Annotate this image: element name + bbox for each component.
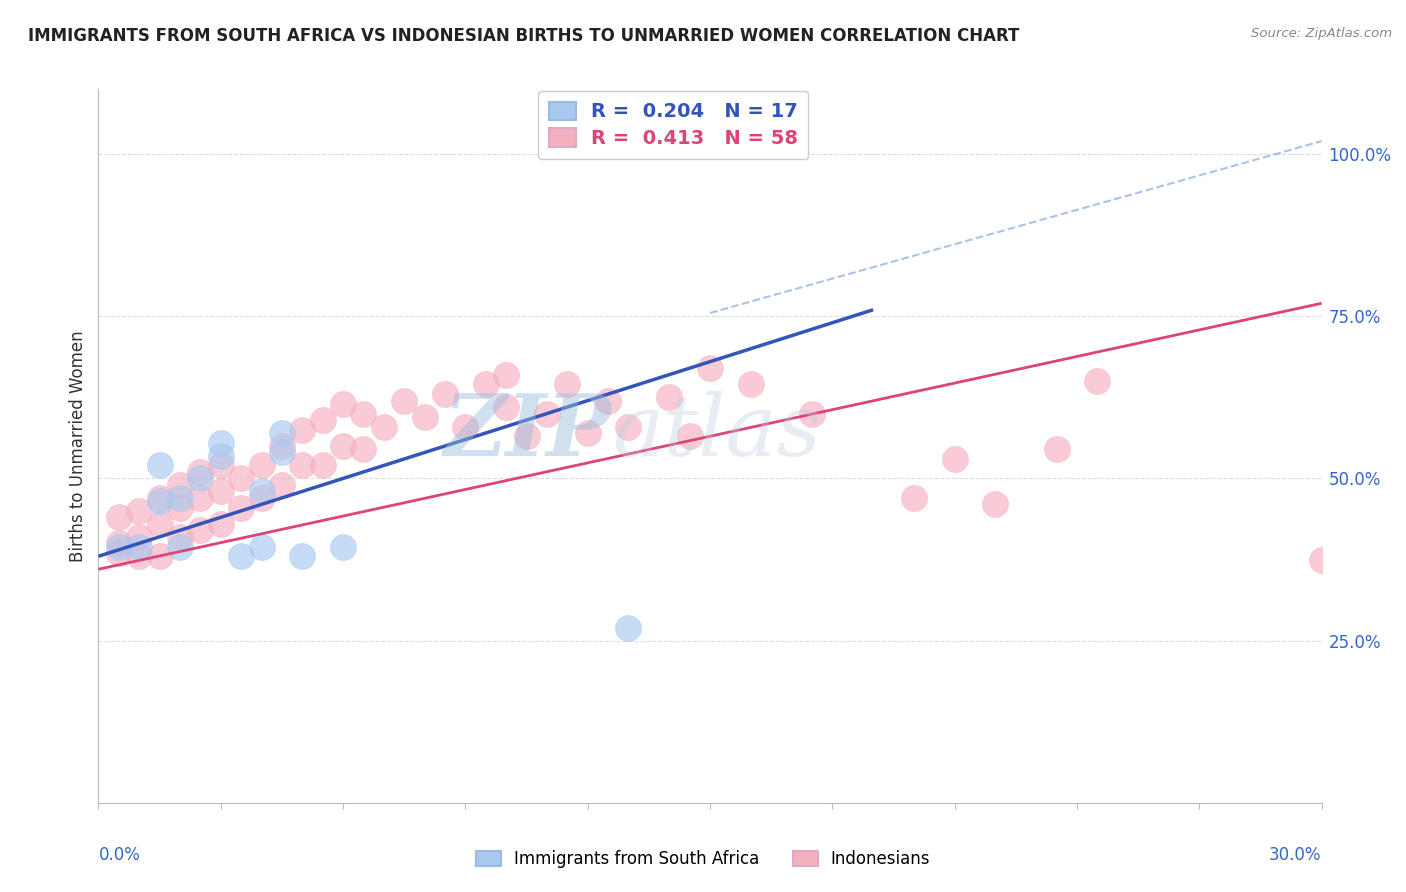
Point	[169, 540, 191, 554]
Point	[128, 530, 150, 544]
Point	[495, 400, 517, 414]
Point	[598, 393, 620, 408]
Point	[270, 439, 294, 453]
Point	[270, 478, 294, 492]
Point	[516, 429, 538, 443]
Point	[699, 361, 721, 376]
Point	[169, 478, 191, 492]
Point	[740, 377, 762, 392]
Y-axis label: Births to Unmarried Women: Births to Unmarried Women	[69, 330, 87, 562]
Point	[617, 621, 640, 635]
Point	[149, 491, 172, 505]
Point	[231, 471, 253, 485]
Text: Source: ZipAtlas.com: Source: ZipAtlas.com	[1251, 27, 1392, 40]
Point	[1085, 374, 1108, 388]
Point	[291, 458, 314, 473]
Point	[474, 377, 498, 392]
Point	[1310, 552, 1333, 566]
Point	[984, 497, 1007, 511]
Point	[454, 419, 477, 434]
Point	[188, 524, 212, 538]
Point	[169, 500, 191, 515]
Point	[128, 540, 150, 554]
Point	[270, 445, 294, 459]
Point	[373, 419, 395, 434]
Point	[108, 536, 131, 550]
Point	[270, 425, 294, 440]
Point	[943, 452, 966, 467]
Point	[250, 540, 273, 554]
Point	[108, 510, 131, 524]
Point	[209, 449, 232, 463]
Point	[108, 540, 131, 554]
Point	[209, 516, 232, 531]
Point	[312, 458, 335, 473]
Point	[332, 439, 354, 453]
Point	[250, 484, 273, 499]
Point	[188, 471, 212, 485]
Point	[576, 425, 599, 440]
Point	[392, 393, 416, 408]
Point	[128, 549, 150, 564]
Point	[108, 546, 131, 560]
Point	[536, 407, 558, 421]
Point	[231, 500, 253, 515]
Point	[250, 491, 273, 505]
Point	[434, 387, 457, 401]
Text: 30.0%: 30.0%	[1270, 846, 1322, 863]
Point	[617, 419, 640, 434]
Point	[679, 429, 702, 443]
Text: IMMIGRANTS FROM SOUTH AFRICA VS INDONESIAN BIRTHS TO UNMARRIED WOMEN CORRELATION: IMMIGRANTS FROM SOUTH AFRICA VS INDONESI…	[28, 27, 1019, 45]
Point	[149, 494, 172, 508]
Point	[413, 409, 436, 424]
Point	[128, 504, 150, 518]
Point	[291, 423, 314, 437]
Point	[557, 377, 579, 392]
Text: ZIP: ZIP	[444, 390, 612, 474]
Point	[188, 491, 212, 505]
Point	[149, 458, 172, 473]
Point	[658, 390, 681, 404]
Legend: R =  0.204   N = 17, R =  0.413   N = 58: R = 0.204 N = 17, R = 0.413 N = 58	[538, 91, 808, 159]
Point	[209, 484, 232, 499]
Point	[231, 549, 253, 564]
Point	[332, 397, 354, 411]
Point	[332, 540, 354, 554]
Point	[209, 435, 232, 450]
Point	[149, 549, 172, 564]
Point	[1045, 442, 1069, 457]
Point	[209, 458, 232, 473]
Point	[250, 458, 273, 473]
Point	[291, 549, 314, 564]
Point	[169, 530, 191, 544]
Point	[495, 368, 517, 382]
Point	[169, 491, 191, 505]
Point	[149, 516, 172, 531]
Legend: Immigrants from South Africa, Indonesians: Immigrants from South Africa, Indonesian…	[470, 844, 936, 875]
Point	[352, 407, 374, 421]
Point	[1331, 312, 1354, 326]
Point	[352, 442, 374, 457]
Point	[801, 407, 824, 421]
Text: 0.0%: 0.0%	[98, 846, 141, 863]
Text: atlas: atlas	[612, 391, 821, 473]
Point	[188, 465, 212, 479]
Point	[903, 491, 925, 505]
Point	[312, 413, 335, 427]
